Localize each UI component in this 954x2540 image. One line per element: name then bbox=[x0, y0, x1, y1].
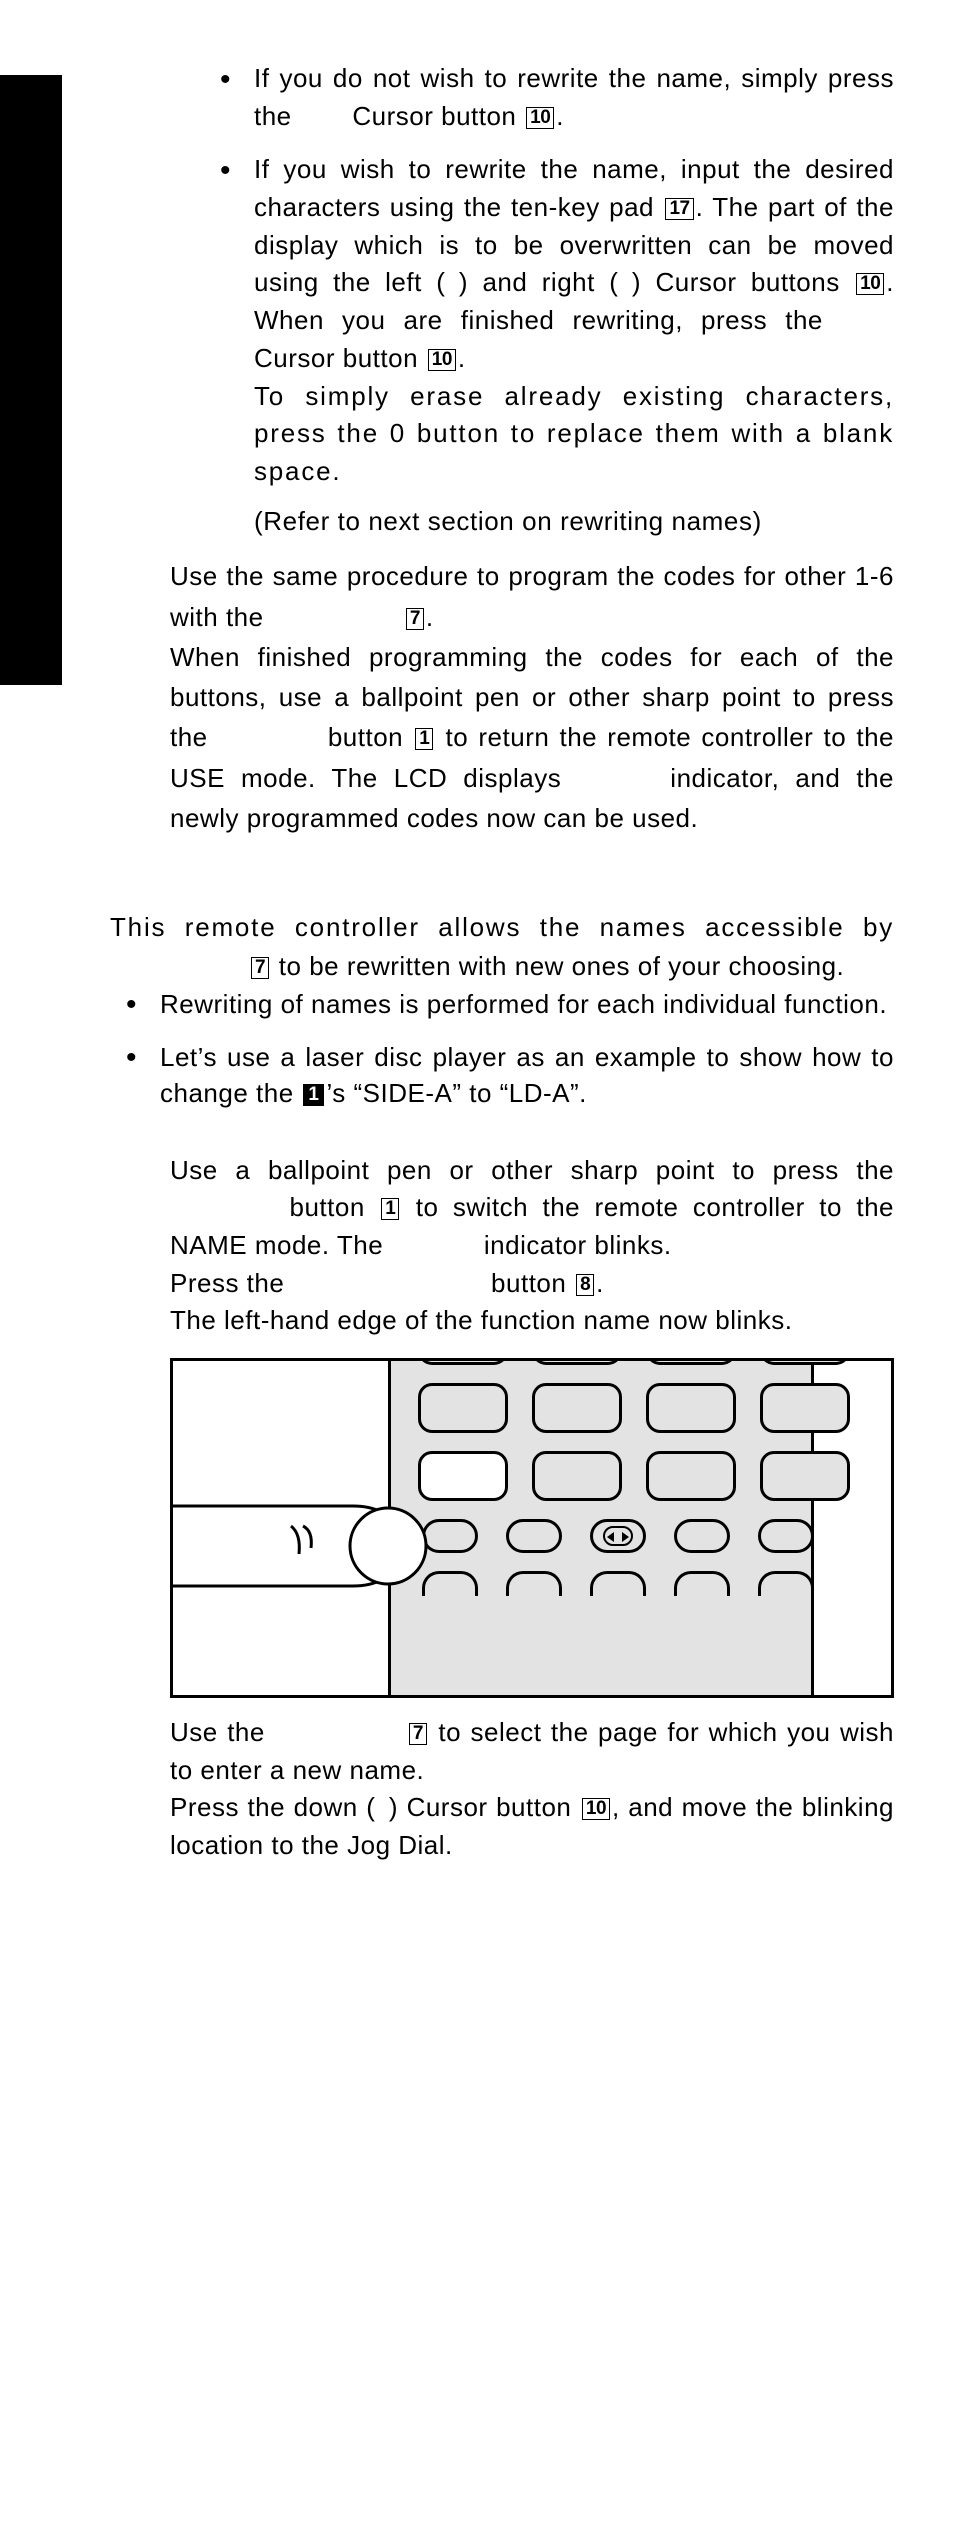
text: Use the same procedure to program the co… bbox=[170, 561, 894, 631]
text: to return the remote controller to the U… bbox=[170, 722, 894, 833]
ref-box-1: 1 bbox=[381, 1198, 399, 1220]
ref-box-10: 10 bbox=[856, 273, 884, 295]
nav-key bbox=[590, 1519, 646, 1553]
ref-box-1: 1 bbox=[415, 728, 433, 750]
key bbox=[532, 1358, 622, 1365]
key-row bbox=[418, 1383, 850, 1433]
key-small bbox=[674, 1571, 730, 1596]
hand-icon bbox=[173, 1476, 483, 1596]
ref-box-10: 10 bbox=[582, 1798, 610, 1820]
key-row bbox=[418, 1358, 850, 1365]
bullet-s2: Let’s use a laser disc player as an exam… bbox=[110, 1039, 894, 1112]
key-small bbox=[758, 1519, 814, 1553]
text: Press the down ( ) Cursor button bbox=[170, 1792, 580, 1822]
bullet-1: If you do not wish to rewrite the name, … bbox=[220, 60, 894, 135]
ref-box-7: 7 bbox=[406, 608, 424, 630]
content-area: If you do not wish to rewrite the name, … bbox=[0, 0, 954, 1945]
ref-box-10: 10 bbox=[526, 107, 554, 129]
after-diagram-text: Use the 7 to select the page for which y… bbox=[170, 1714, 894, 1865]
text: . bbox=[458, 343, 466, 373]
key bbox=[760, 1451, 850, 1501]
key bbox=[418, 1383, 508, 1433]
text: Rewriting of names is performed for each… bbox=[160, 989, 887, 1019]
bullet-list-2: Rewriting of names is performed for each… bbox=[110, 986, 894, 1111]
bullet-s1: Rewriting of names is performed for each… bbox=[110, 986, 894, 1022]
ref-box-7: 7 bbox=[409, 1723, 427, 1745]
key-small bbox=[674, 1519, 730, 1553]
key-small bbox=[590, 1571, 646, 1596]
text: . bbox=[556, 101, 564, 131]
text: button bbox=[328, 722, 413, 752]
arrow-right-icon bbox=[622, 1532, 629, 1542]
key bbox=[418, 1358, 508, 1365]
section-2-intro: This remote controller allows the names … bbox=[110, 908, 894, 986]
bullet-2: If you wish to rewrite the name, input t… bbox=[220, 151, 894, 540]
text: The left-hand edge of the function name … bbox=[170, 1305, 792, 1335]
sub-text: To simply erase already existing charact… bbox=[254, 378, 894, 491]
text: Press the button bbox=[170, 1268, 574, 1298]
paragraph-block: Use the same procedure to program the co… bbox=[170, 556, 894, 838]
steps-block: Use a ballpoint pen or other sharp point… bbox=[170, 1152, 894, 1340]
text: Use the bbox=[170, 1717, 407, 1747]
key-small bbox=[506, 1519, 562, 1553]
key bbox=[532, 1451, 622, 1501]
bullet-list-1: If you do not wish to rewrite the name, … bbox=[220, 60, 894, 540]
key bbox=[646, 1358, 736, 1365]
paren-text: (Refer to next section on rewriting name… bbox=[254, 503, 894, 541]
ref-box-10: 10 bbox=[428, 349, 456, 371]
arrow-left-icon bbox=[607, 1532, 614, 1542]
key bbox=[646, 1383, 736, 1433]
key bbox=[646, 1451, 736, 1501]
key-row-small bbox=[422, 1571, 850, 1596]
text: to be rewritten with new ones of your ch… bbox=[271, 951, 844, 981]
page: If you do not wish to rewrite the name, … bbox=[0, 0, 954, 1945]
key-small bbox=[758, 1571, 814, 1596]
text: ’s “SIDE-A” to “LD-A”. bbox=[326, 1078, 586, 1108]
key bbox=[760, 1358, 850, 1365]
remote-diagram bbox=[170, 1358, 894, 1698]
text: . bbox=[596, 1268, 604, 1298]
black-edge-tab bbox=[0, 75, 62, 685]
key bbox=[760, 1383, 850, 1433]
text: If you do not wish to rewrite the name, … bbox=[254, 63, 894, 131]
key-small bbox=[506, 1571, 562, 1596]
key-row-small bbox=[422, 1519, 850, 1553]
ref-box-8: 8 bbox=[576, 1274, 594, 1296]
key bbox=[532, 1383, 622, 1433]
text: . bbox=[426, 602, 434, 632]
black-box-1: 1 bbox=[303, 1084, 324, 1106]
ref-box-7: 7 bbox=[251, 957, 269, 979]
ref-box-17: 17 bbox=[665, 198, 693, 220]
